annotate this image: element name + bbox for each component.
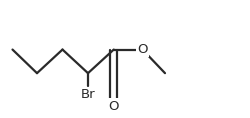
Text: Br: Br	[81, 88, 95, 101]
Text: O: O	[108, 100, 119, 113]
Text: O: O	[137, 43, 148, 56]
